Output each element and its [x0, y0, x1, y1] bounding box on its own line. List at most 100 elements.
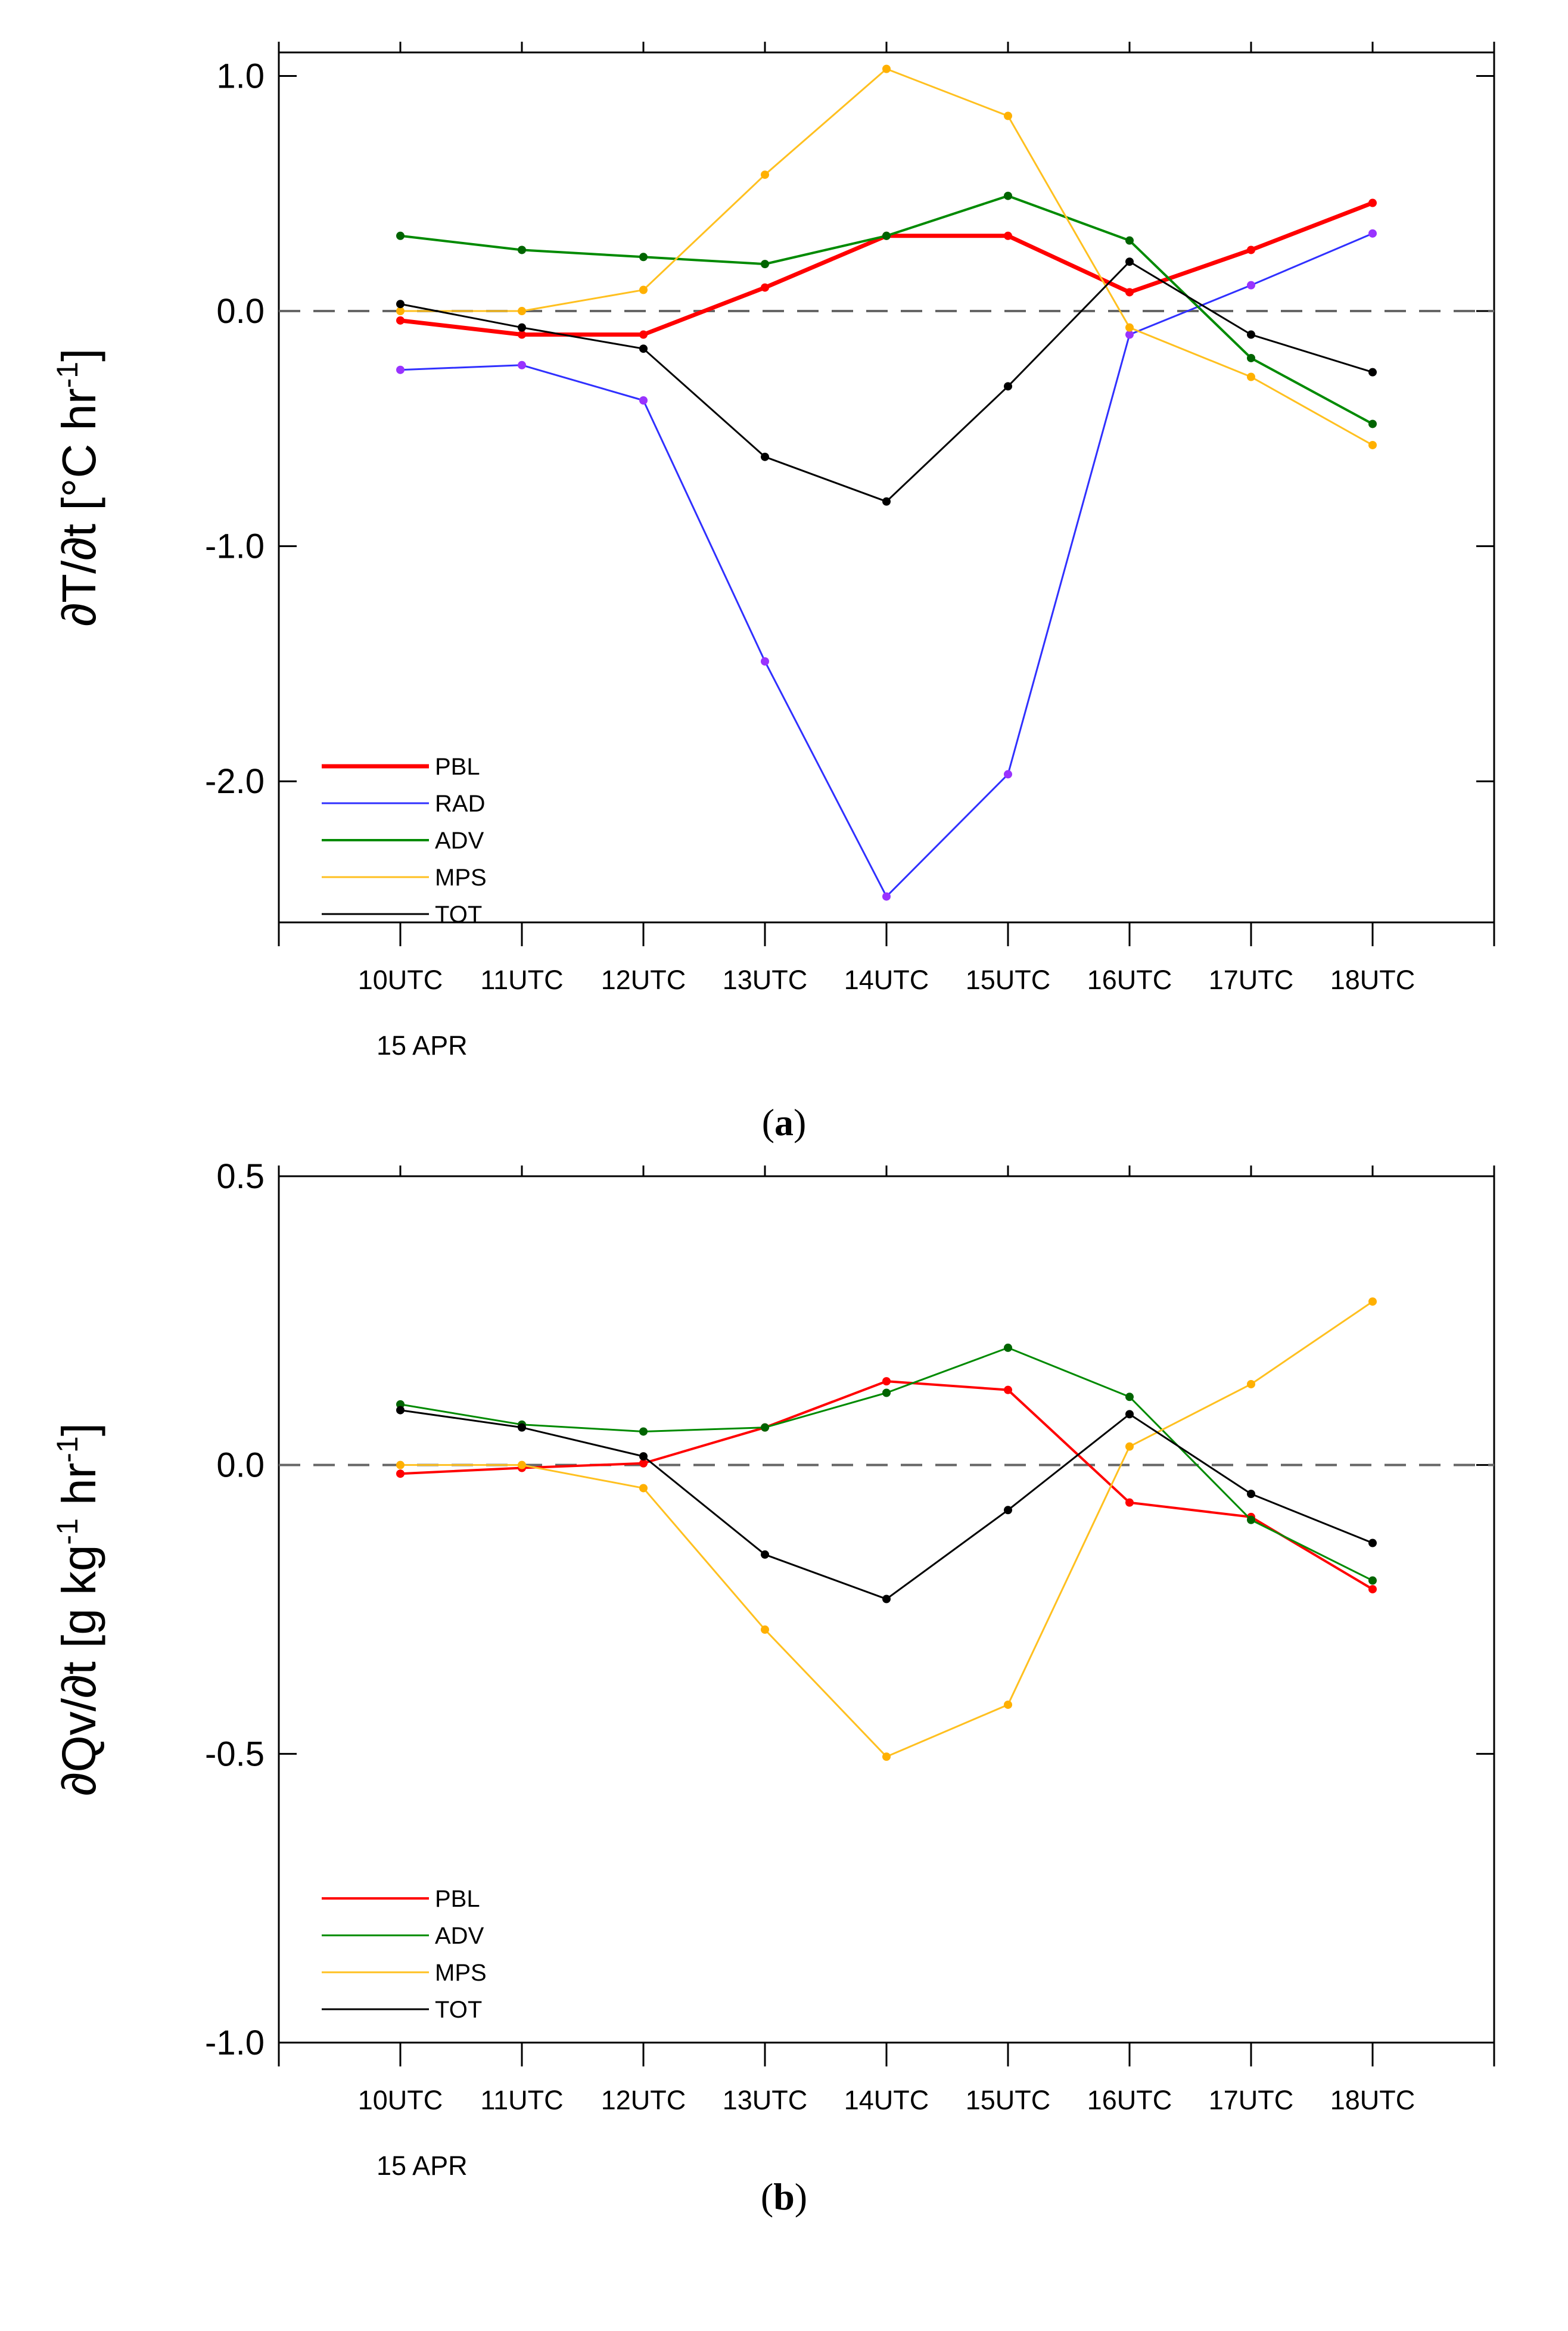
data-point-tot [1247, 330, 1255, 339]
legend-label-mps: MPS [435, 865, 487, 891]
y-axis-label-mid: hr [52, 1463, 105, 1518]
data-point-pbl [1368, 198, 1377, 207]
data-point-tot [518, 323, 526, 332]
data-point-pbl [761, 283, 769, 292]
data-point-mps [761, 170, 769, 179]
data-point-tot [882, 497, 891, 506]
date-label: 15 APR [377, 1030, 468, 1061]
data-point-mps [882, 1752, 891, 1761]
data-point-tot [639, 1452, 648, 1461]
series-line-mps [400, 1301, 1373, 1758]
data-point-mps [639, 1484, 648, 1493]
data-point-adv [518, 245, 526, 254]
data-point-rad [518, 360, 526, 369]
x-tick-label: 16UTC [1087, 965, 1172, 995]
data-point-adv [1125, 236, 1134, 245]
date-label: 15 APR [377, 2150, 468, 2181]
x-tick-label: 18UTC [1330, 965, 1415, 995]
legend-label-tot: TOT [435, 1997, 482, 2023]
y-axis-label-end: ] [52, 1423, 105, 1436]
y-axis-label: ∂T/∂t [°C hr-1] [51, 349, 105, 627]
y-axis-label-main: ∂T/∂t [°C hr [52, 388, 105, 626]
panel-a: 1.0 0.0 -1.0 -2.0 10UTC 11UTC 12UTC 13UTC 14UTC 1… [51, 42, 1495, 1061]
data-point-tot [639, 344, 648, 353]
legend-label-pbl: PBL [435, 754, 480, 780]
data-point-mps [1004, 1700, 1012, 1709]
y-tick-label: -1.0 [205, 527, 265, 566]
y-axis-label: ∂Qv/∂t [g kg-1 hr-1] [51, 1423, 105, 1796]
x-tick-label: 14UTC [844, 965, 929, 995]
x-tick-label: 12UTC [601, 2085, 686, 2115]
data-point-adv [639, 253, 648, 262]
caption-b-letter: b [773, 2175, 795, 2218]
y-tick-label: 0.0 [216, 292, 265, 331]
x-tick-label: 10UTC [358, 2085, 443, 2115]
data-point-mps [1247, 1379, 1255, 1388]
x-tick-label: 13UTC [723, 2085, 808, 2115]
data-point-mps [396, 307, 405, 316]
x-tick-label: 15UTC [966, 2085, 1051, 2115]
data-point-rad [1247, 281, 1255, 290]
data-point-pbl [882, 1377, 891, 1386]
y-axis-label-end: ] [52, 349, 105, 362]
y-tick-label: -2.0 [205, 762, 265, 801]
x-tick-label: 17UTC [1209, 965, 1294, 995]
x-tick-label: 13UTC [723, 965, 808, 995]
data-point-tot [396, 300, 405, 309]
data-point-adv [396, 1400, 405, 1409]
data-point-tot [1004, 1506, 1012, 1515]
data-point-mps [1004, 111, 1012, 120]
caption-b: (b) [761, 2175, 807, 2218]
data-point-mps [1368, 440, 1377, 449]
data-point-adv [1368, 419, 1377, 428]
data-point-pbl [1125, 1498, 1134, 1507]
series-line-tot [400, 1409, 1373, 1600]
legend-label-tot: TOT [435, 902, 482, 928]
data-point-rad [882, 892, 891, 901]
x-tick-label: 10UTC [358, 965, 443, 995]
x-tick-label: 15UTC [966, 965, 1051, 995]
data-point-rad [1004, 770, 1012, 779]
data-point-pbl [639, 330, 648, 339]
legend-label-mps: MPS [435, 1960, 487, 1986]
data-point-tot [882, 1595, 891, 1603]
data-point-mps [761, 1625, 769, 1634]
y-axis-label-sup: -1 [51, 1518, 84, 1544]
y-tick-label: 0.5 [216, 1157, 265, 1196]
x-tick-label: 11UTC [480, 965, 563, 995]
plot-frame [278, 1175, 1495, 2044]
data-point-adv [761, 1423, 769, 1432]
y-tick-label: -1.0 [205, 2024, 265, 2062]
legend-label-adv: ADV [435, 1923, 484, 1949]
data-point-tot [761, 1550, 769, 1559]
data-point-adv [1004, 191, 1012, 200]
data-point-tot [1004, 382, 1012, 391]
series-line-pbl [400, 1380, 1374, 1590]
data-point-adv [1368, 1576, 1377, 1585]
data-point-pbl [1004, 231, 1012, 240]
data-point-pbl [396, 316, 405, 325]
data-point-pbl [1247, 245, 1255, 254]
x-tick-label: 11UTC [480, 2085, 563, 2115]
data-point-adv [1247, 1515, 1255, 1524]
data-point-mps [1368, 1297, 1377, 1306]
data-point-tot [1247, 1490, 1255, 1499]
data-point-rad [396, 365, 405, 374]
data-point-pbl [1125, 288, 1134, 297]
data-point-pbl [1004, 1385, 1012, 1394]
data-point-mps [1125, 1442, 1134, 1451]
data-point-pbl [396, 1469, 405, 1478]
caption-a-letter: a [774, 1101, 794, 1143]
data-point-pbl [1368, 1585, 1377, 1594]
data-point-mps [518, 307, 526, 316]
y-axis-label-sup2: -1 [51, 1436, 84, 1462]
data-point-adv [761, 260, 769, 269]
legend-label-adv: ADV [435, 828, 484, 854]
data-point-rad [761, 657, 769, 666]
data-point-tot [1368, 1539, 1377, 1547]
data-point-tot [761, 452, 769, 461]
panel-b: 0.5 0.0 -0.5 -1.0 10UTC 11UTC 12UTC 13UTC 14UTC 1… [51, 1157, 1495, 2181]
data-point-rad [1368, 229, 1377, 238]
data-point-mps [1125, 323, 1134, 332]
